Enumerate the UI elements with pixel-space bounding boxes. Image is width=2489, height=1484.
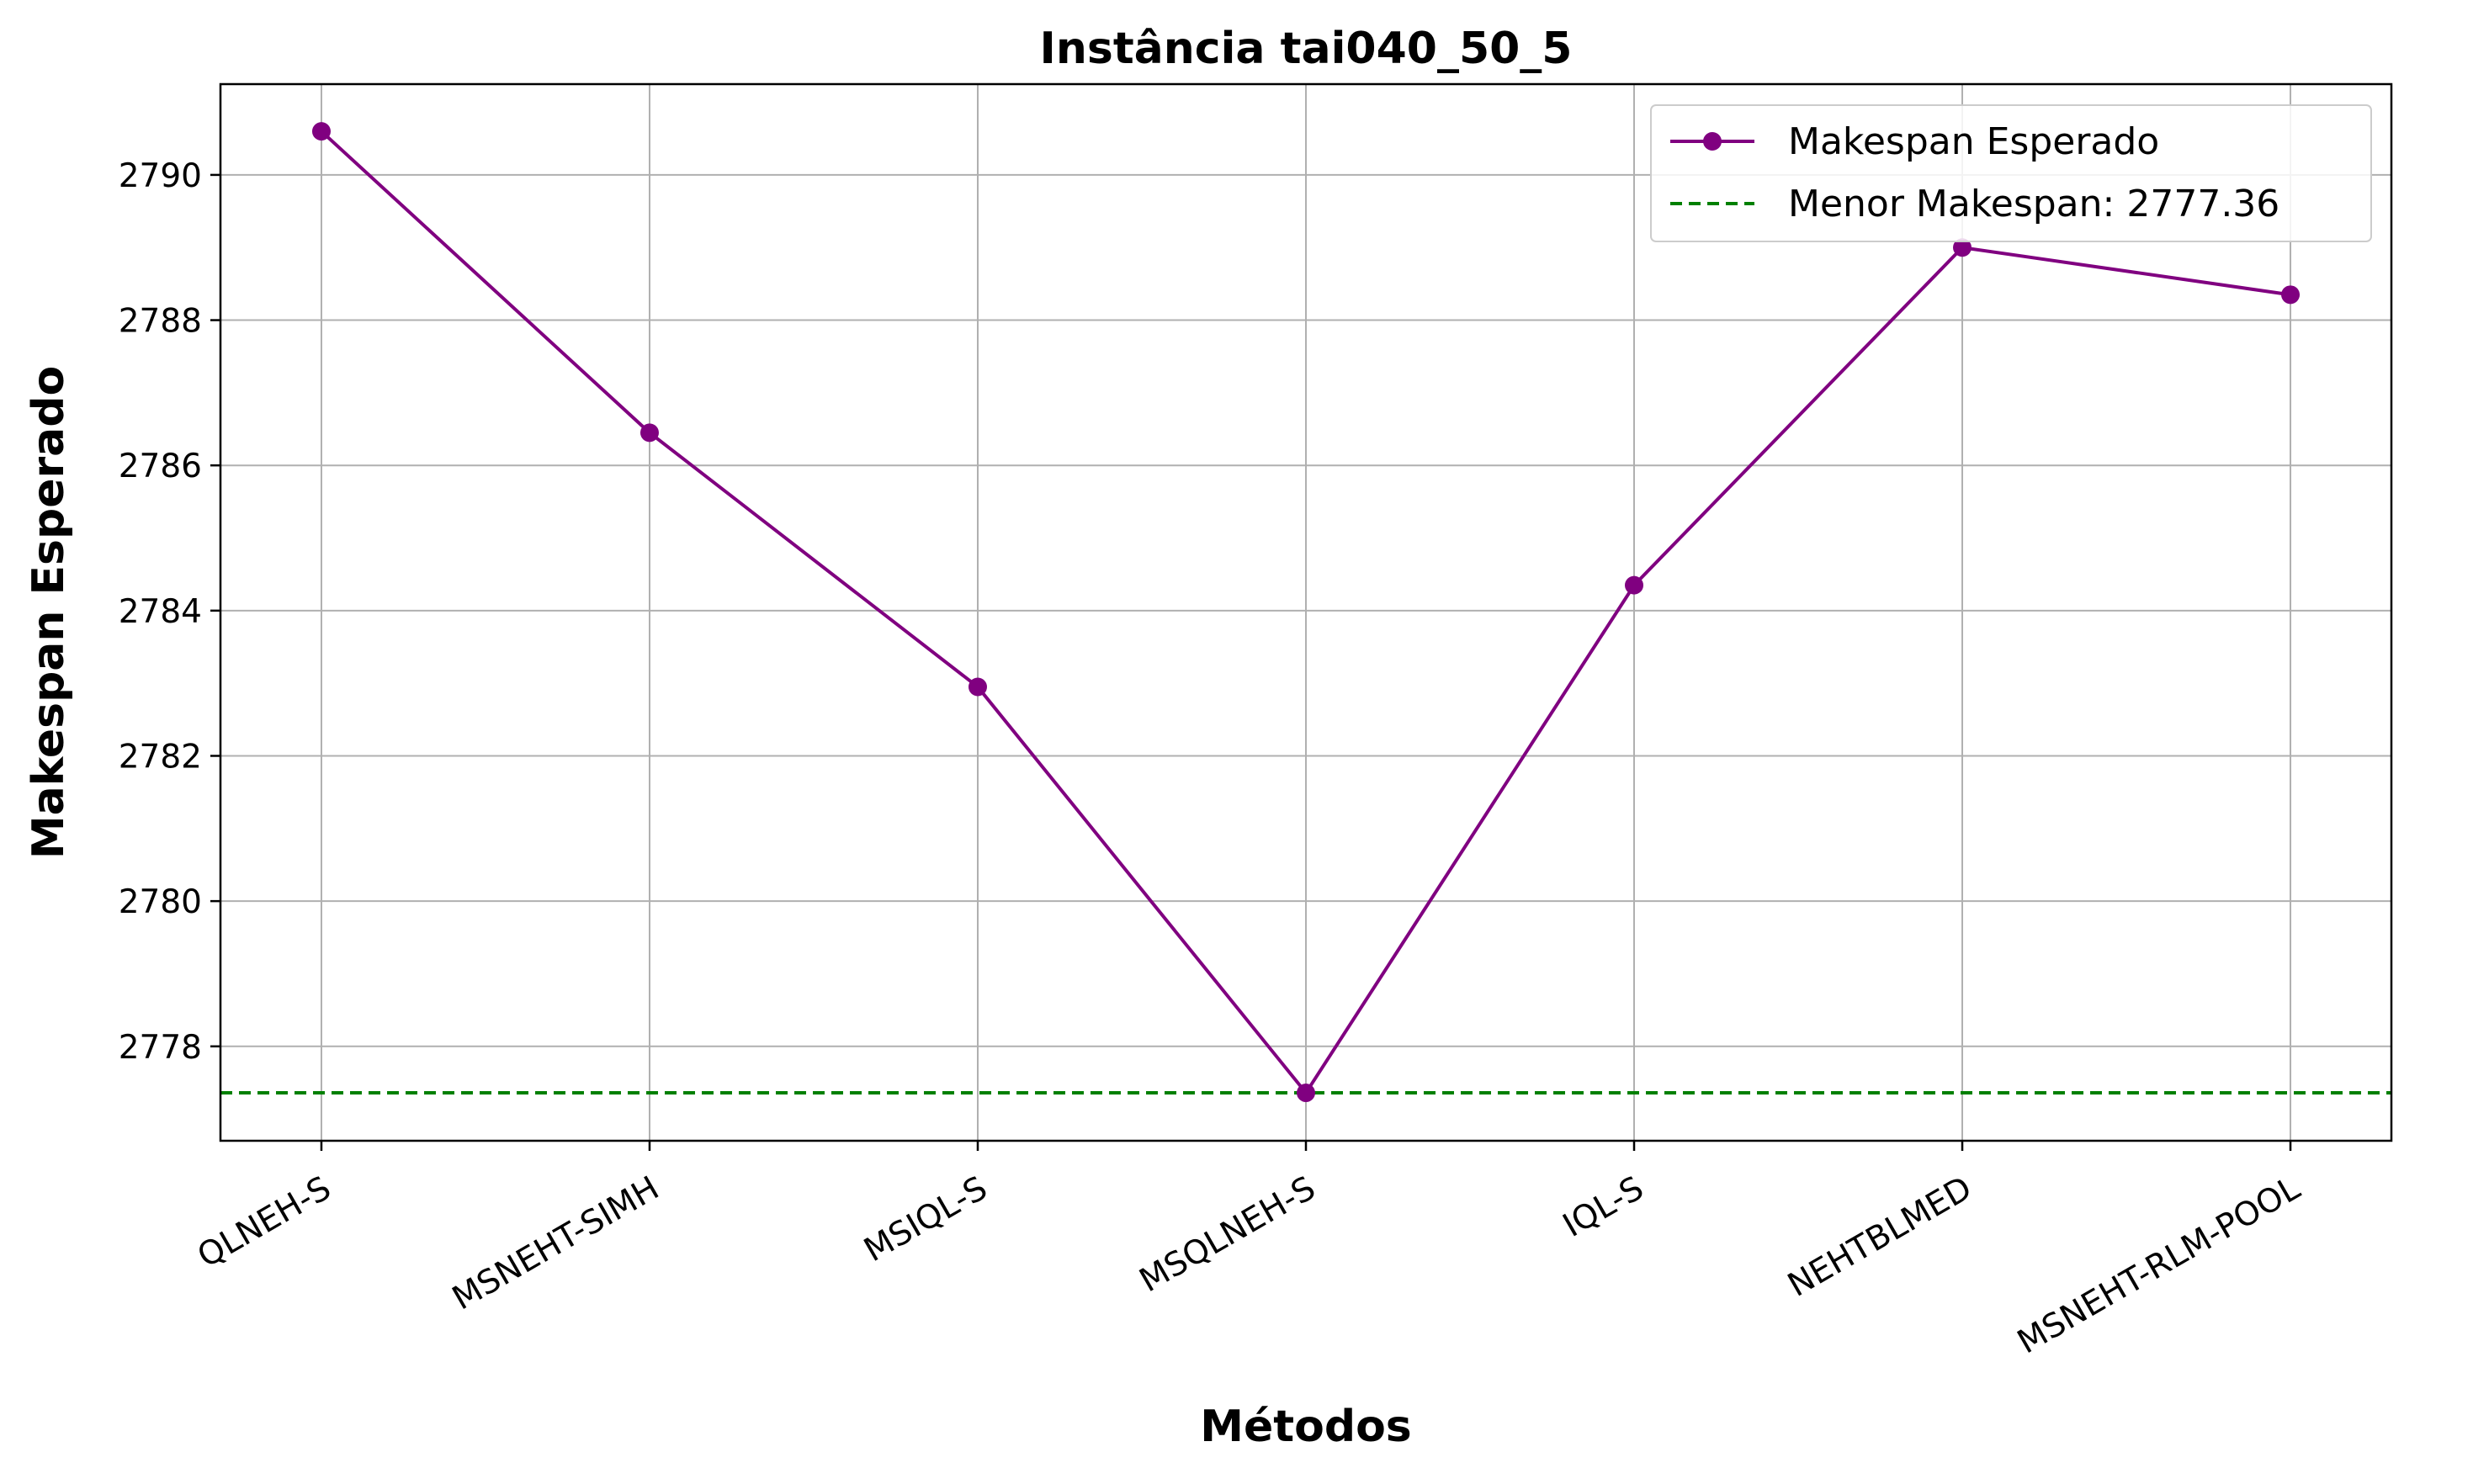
data-point	[639, 423, 659, 443]
grid	[220, 84, 2391, 1141]
legend-series-label: Makespan Esperado	[1788, 120, 2159, 163]
data-point	[1625, 575, 1644, 595]
y-tick-label: 2780	[119, 883, 202, 921]
data-point	[2281, 285, 2301, 305]
y-tick-label: 2782	[119, 738, 202, 776]
y-tick-label: 2790	[119, 157, 202, 195]
y-axis-label: Makespan Esperado	[24, 366, 74, 859]
legend-series-marker	[1703, 132, 1722, 151]
y-tick-label: 2784	[119, 593, 202, 631]
data-point	[311, 122, 331, 141]
y-tick-label: 2786	[119, 448, 202, 485]
legend-box	[1650, 104, 2372, 242]
chart-title: Instância tai040_50_5	[1040, 24, 1573, 74]
legend-reference-label: Menor Makespan: 2777.36	[1788, 183, 2279, 225]
plot-area	[220, 122, 2391, 1103]
x-axis-label: Métodos	[1200, 1402, 1412, 1452]
y-tick-label: 2788	[119, 303, 202, 341]
y-tick-label: 2778	[119, 1029, 202, 1067]
y-axis: 2778 2780 2782 2784 2786 2788 2790	[119, 157, 220, 1067]
data-point	[1953, 238, 1972, 257]
data-point	[968, 677, 987, 697]
data-point	[1297, 1084, 1315, 1103]
legend: Makespan Esperado Menor Makespan: 2777.3…	[1650, 104, 2372, 242]
